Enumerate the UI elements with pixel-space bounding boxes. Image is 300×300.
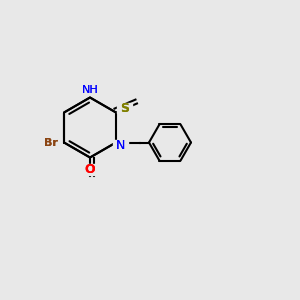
Bar — [80, 85, 100, 95]
Text: S: S — [121, 101, 130, 115]
Bar — [40, 137, 61, 148]
Text: O: O — [85, 163, 95, 176]
Text: NH: NH — [82, 85, 98, 95]
Text: N: N — [116, 139, 125, 152]
Bar — [118, 103, 133, 113]
Text: N: N — [116, 139, 125, 152]
Text: S: S — [121, 101, 130, 115]
Bar — [113, 140, 128, 151]
Text: Br: Br — [44, 137, 58, 148]
Text: Br: Br — [44, 137, 58, 148]
Bar — [82, 164, 98, 175]
Text: O: O — [85, 163, 95, 176]
Text: NH: NH — [82, 85, 98, 95]
